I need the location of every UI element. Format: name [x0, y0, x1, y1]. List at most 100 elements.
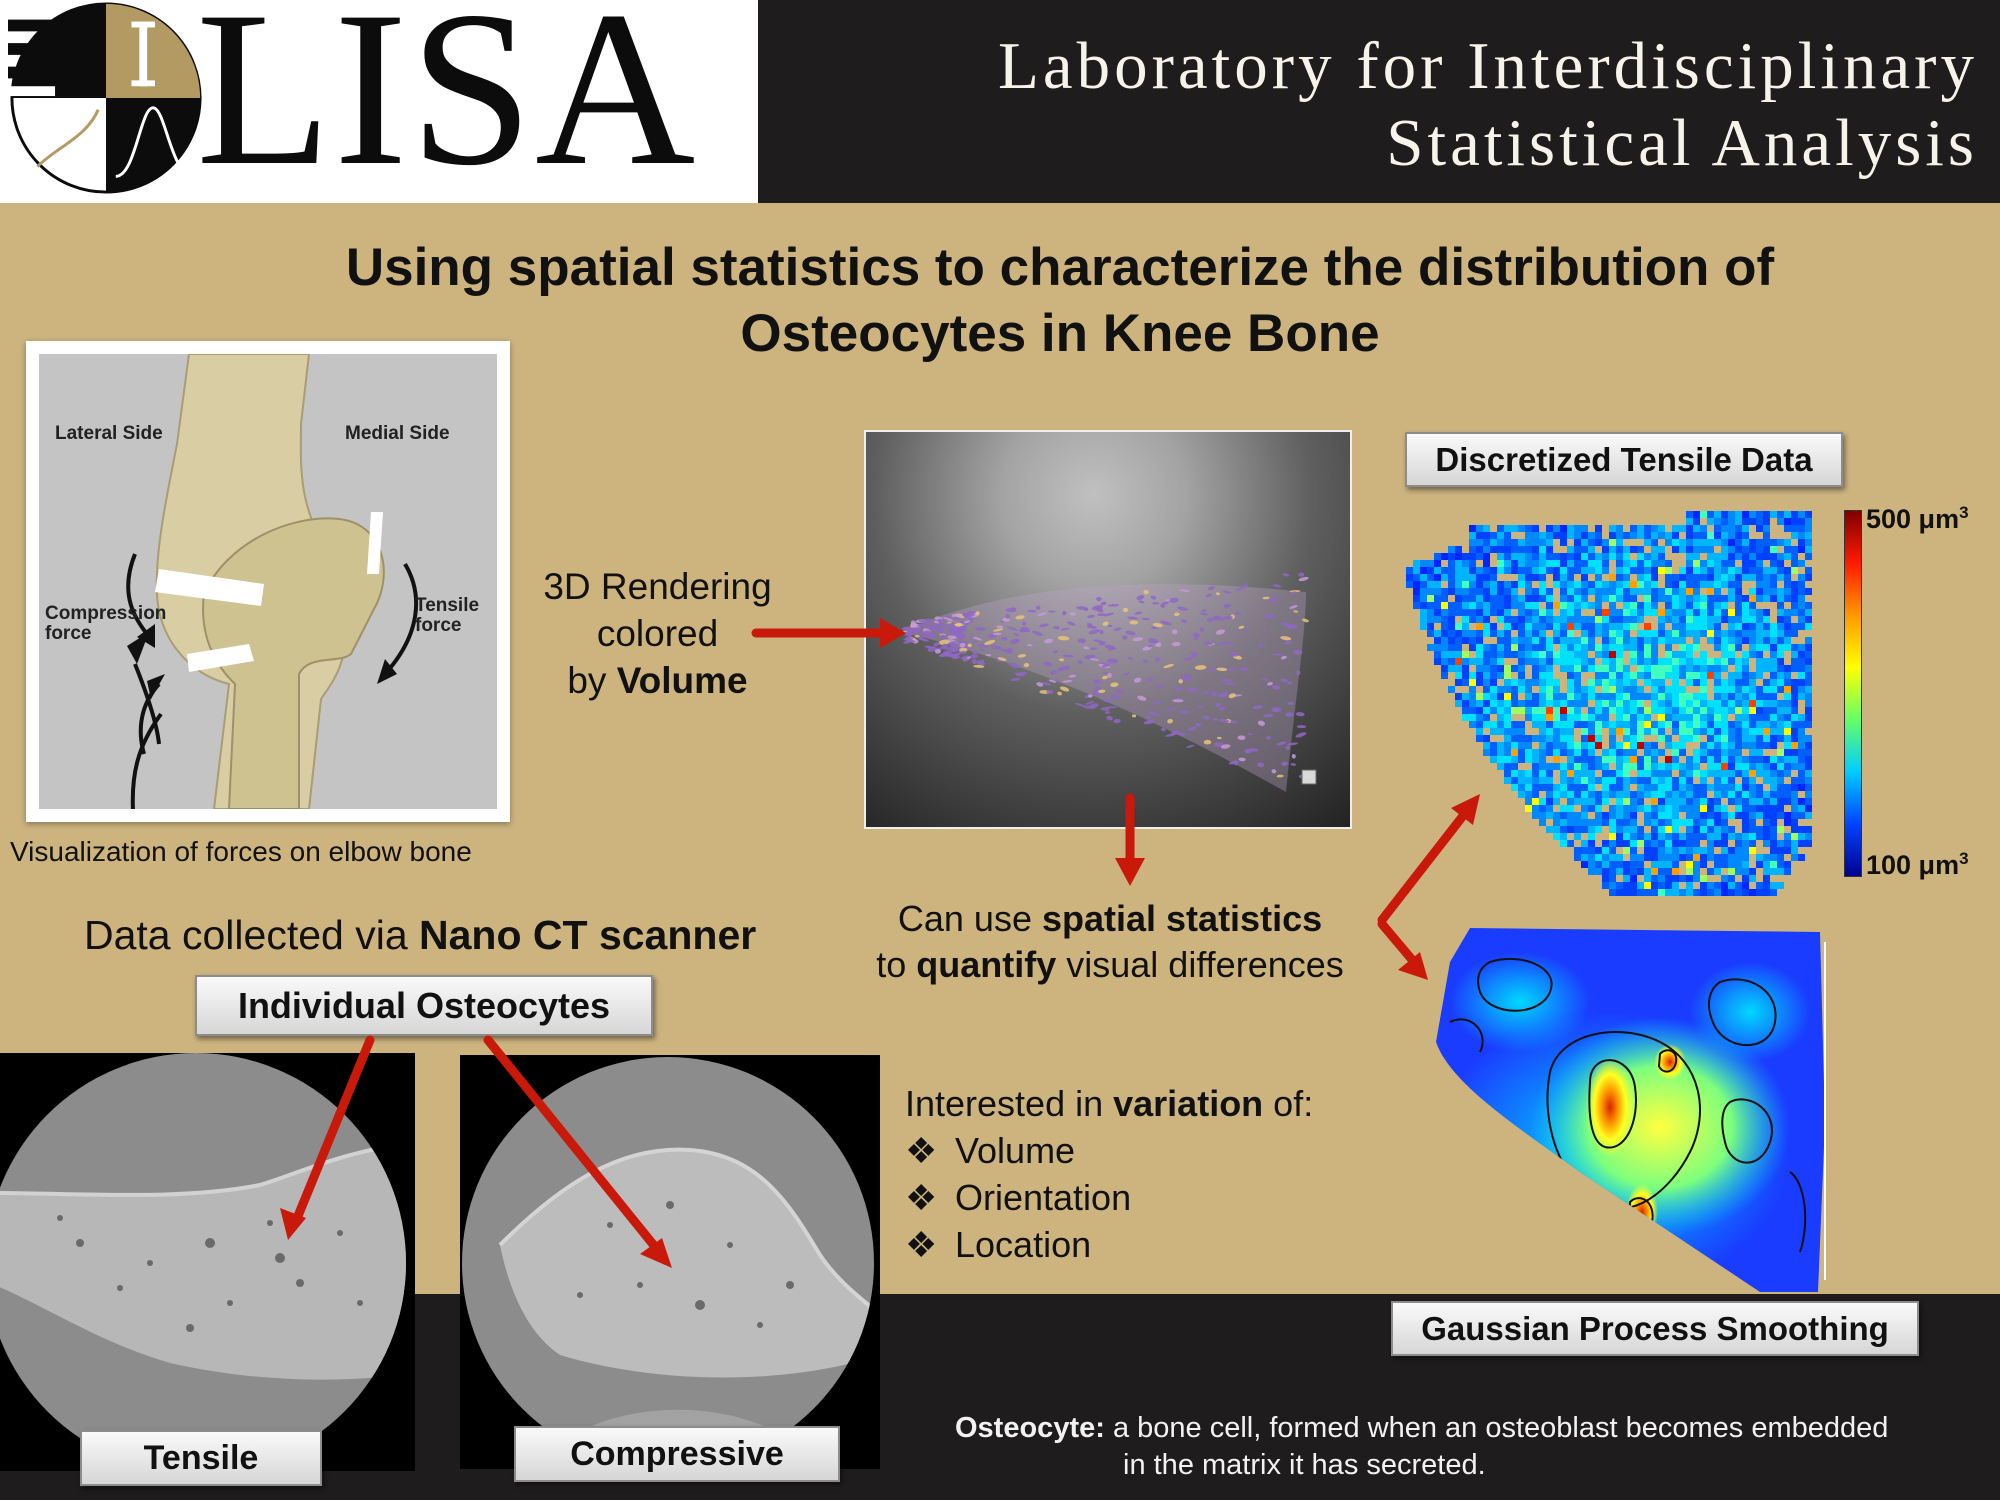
heatmap-pixel — [1588, 861, 1595, 868]
heatmap-pixel — [1574, 539, 1581, 546]
heatmap-pixel — [1686, 728, 1693, 735]
heatmap-pixel — [1560, 665, 1567, 672]
heatmap-pixel — [1637, 791, 1644, 798]
heatmap-pixel — [1630, 693, 1637, 700]
heatmap-pixel — [1609, 756, 1616, 763]
heatmap-pixel — [1644, 574, 1651, 581]
heatmap-pixel — [1791, 742, 1798, 749]
heatmap-pixel — [1735, 833, 1742, 840]
heatmap-pixel — [1714, 721, 1721, 728]
heatmap-pixel — [1798, 735, 1805, 742]
osteocyte-dot — [1096, 596, 1102, 602]
heatmap-pixel — [1756, 518, 1763, 525]
heatmap-pixel — [1490, 742, 1497, 749]
heatmap-pixel — [1469, 616, 1476, 623]
osteocyte-dot — [1145, 715, 1151, 719]
heatmap-pixel — [1602, 770, 1609, 777]
heatmap-pixel — [1770, 728, 1777, 735]
heatmap-pixel — [1644, 553, 1651, 560]
heatmap-pixel — [1700, 721, 1707, 728]
heatmap-pixel — [1539, 770, 1546, 777]
heatmap-pixel — [1623, 875, 1630, 882]
osteocyte-dot — [1037, 612, 1047, 617]
heatmap-pixel — [1581, 812, 1588, 819]
osteocyte-dot — [1186, 744, 1195, 748]
heatmap-pixel — [1742, 812, 1749, 819]
heatmap-pixel — [1791, 686, 1798, 693]
arrow-rendering-head — [880, 618, 906, 648]
discretized-tensile-data-label: Discretized Tensile Data — [1405, 432, 1843, 487]
heatmap-pixel — [1630, 686, 1637, 693]
heatmap-pixel — [1497, 721, 1504, 728]
heatmap-pixel — [1777, 616, 1784, 623]
heatmap-pixel — [1525, 777, 1532, 784]
heatmap-pixel — [1602, 560, 1609, 567]
osteocyte-dot — [1247, 732, 1253, 736]
heatmap-pixel — [1532, 756, 1539, 763]
heatmap-pixel — [1742, 889, 1749, 896]
heatmap-pixel — [1693, 595, 1700, 602]
heatmap-pixel — [1567, 763, 1574, 770]
osteocyte-dot — [1190, 652, 1198, 656]
osteocyte-dot — [1059, 686, 1070, 692]
heatmap-pixel — [1553, 700, 1560, 707]
heatmap-pixel — [1770, 812, 1777, 819]
heatmap-pixel — [1560, 560, 1567, 567]
heatmap-pixel — [1623, 567, 1630, 574]
osteocyte-dot — [959, 647, 968, 653]
heatmap-pixel — [1497, 588, 1504, 595]
heatmap-pixel — [1455, 693, 1462, 700]
heatmap-pixel — [1525, 658, 1532, 665]
heatmap-pixel — [1567, 791, 1574, 798]
heatmap-pixel — [1476, 588, 1483, 595]
heatmap-pixel — [1791, 581, 1798, 588]
heatmap-pixel — [1658, 798, 1665, 805]
heatmap-pixel — [1721, 840, 1728, 847]
heatmap-pixel — [1630, 623, 1637, 630]
heatmap-pixel — [1798, 546, 1805, 553]
heatmap-pixel — [1777, 602, 1784, 609]
osteocyte-dot — [1107, 603, 1120, 607]
heatmap-pixel — [1546, 826, 1553, 833]
heatmap-pixel — [1756, 546, 1763, 553]
heatmap-pixel — [1693, 511, 1700, 518]
heatmap-pixel — [1525, 546, 1532, 553]
osteocyte-dot — [967, 643, 972, 648]
heatmap-pixel — [1721, 511, 1728, 518]
heatmap-pixel — [1784, 868, 1791, 875]
heatmap-pixel — [1595, 651, 1602, 658]
heatmap-pixel — [1609, 749, 1616, 756]
heatmap-pixel — [1735, 749, 1742, 756]
heatmap-pixel — [1735, 861, 1742, 868]
osteocyte-dot — [1015, 615, 1025, 620]
heatmap-pixel — [1651, 777, 1658, 784]
osteocyte-dot — [1262, 714, 1274, 718]
heatmap-pixel — [1791, 812, 1798, 819]
heatmap-pixel — [1483, 560, 1490, 567]
heatmap-pixel — [1567, 595, 1574, 602]
arrow-compressive — [483, 1035, 661, 1253]
heatmap-pixel — [1511, 777, 1518, 784]
heatmap-pixel — [1504, 749, 1511, 756]
heatmap-pixel — [1805, 623, 1812, 630]
heatmap-pixel — [1595, 805, 1602, 812]
heatmap-pixel — [1693, 539, 1700, 546]
heatmap-pixel — [1707, 798, 1714, 805]
osteocyte-dot — [945, 653, 955, 658]
heatmap-pixel — [1525, 602, 1532, 609]
heatmap-pixel — [1714, 665, 1721, 672]
heatmap-pixel — [1539, 595, 1546, 602]
heatmap-pixel — [1658, 679, 1665, 686]
heatmap-pixel — [1602, 784, 1609, 791]
heatmap-pixel — [1567, 777, 1574, 784]
heatmap-pixel — [1539, 539, 1546, 546]
osteocyte-dot — [1263, 614, 1275, 619]
heatmap-pixel — [1693, 679, 1700, 686]
heatmap-pixel — [1539, 686, 1546, 693]
osteocyte-dot — [1041, 681, 1051, 686]
heatmap-pixel — [1525, 644, 1532, 651]
heatmap-pixel — [1805, 602, 1812, 609]
heatmap-pixel — [1700, 630, 1707, 637]
heatmap-pixel — [1686, 602, 1693, 609]
heatmap-pixel — [1651, 525, 1658, 532]
